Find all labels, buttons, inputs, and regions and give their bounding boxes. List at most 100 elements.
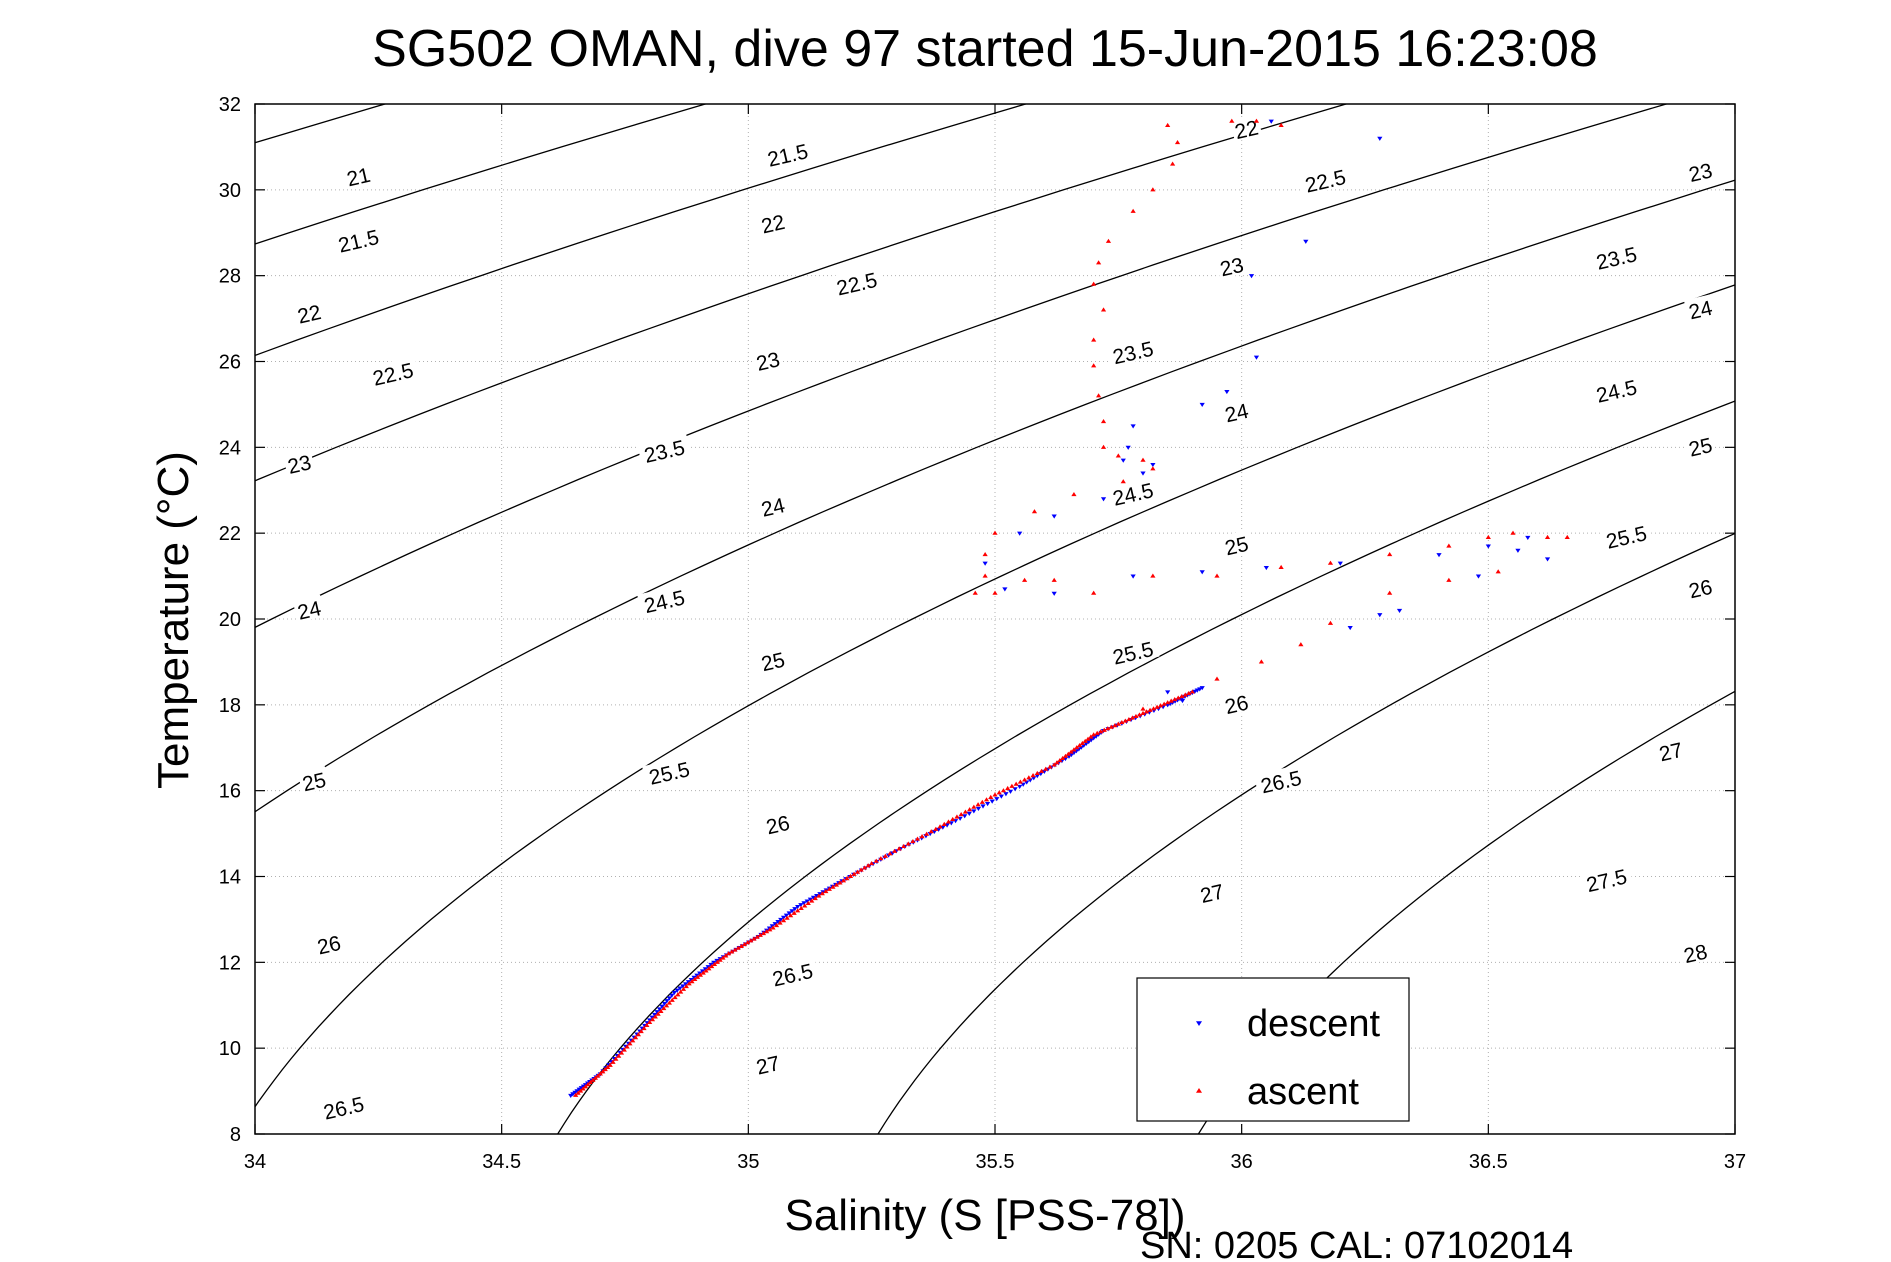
contour-label-background <box>751 1049 784 1078</box>
data-point-descent <box>1150 462 1156 468</box>
contour-label-background <box>760 137 815 170</box>
data-point-ascent <box>1129 715 1136 720</box>
data-point-ascent <box>1147 707 1153 712</box>
data-point-ascent <box>1327 560 1334 565</box>
data-point-descent <box>1436 553 1442 558</box>
data-point-ascent <box>575 1090 581 1095</box>
data-point-descent <box>705 965 711 970</box>
data-point-descent <box>1248 274 1255 279</box>
data-point-descent <box>708 962 714 968</box>
data-point-ascent <box>585 1082 591 1087</box>
contour-label: 24 <box>1687 297 1715 325</box>
data-point-ascent <box>748 938 754 943</box>
data-point-ascent <box>597 1071 603 1076</box>
data-point-ascent <box>624 1044 630 1049</box>
data-point-descent <box>1485 544 1491 549</box>
data-point-ascent <box>1133 713 1139 719</box>
data-point-ascent <box>962 809 968 814</box>
y-tick-label: 18 <box>219 695 241 717</box>
data-point-ascent <box>1214 573 1220 578</box>
data-point-ascent <box>1119 720 1125 725</box>
data-point-ascent <box>1091 732 1097 737</box>
data-point-ascent <box>819 891 825 896</box>
data-point-ascent <box>1068 749 1074 754</box>
data-point-ascent <box>967 807 973 812</box>
data-point-ascent <box>928 829 934 834</box>
data-point-ascent <box>1126 716 1132 722</box>
data-point-descent <box>1377 136 1383 141</box>
contour-label-background <box>1253 763 1308 797</box>
data-point-ascent <box>700 970 706 975</box>
contour-label-background <box>1298 163 1352 196</box>
contour-label: 26 <box>1687 576 1715 604</box>
contour-label-background <box>637 433 691 466</box>
data-point-ascent <box>1074 745 1080 750</box>
contour-label: 27 <box>754 1052 782 1080</box>
data-point-ascent <box>1154 704 1160 709</box>
contour-label-background <box>1683 294 1717 322</box>
data-point-descent <box>1038 771 1044 777</box>
x-tick-label: 34.5 <box>482 1151 521 1173</box>
data-point-ascent <box>1062 753 1069 758</box>
data-point-descent <box>1303 239 1309 244</box>
contour-label-background <box>1195 877 1228 906</box>
data-point-descent <box>1024 780 1030 785</box>
data-point-ascent <box>1031 509 1038 514</box>
data-point-descent <box>1396 608 1403 614</box>
contour-label-background <box>756 491 789 520</box>
contour-label: 27 <box>1198 880 1226 908</box>
legend-entries: descent ascent <box>1196 1003 1381 1113</box>
data-point-ascent <box>862 865 868 870</box>
x-tick-label: 36.5 <box>1469 1151 1508 1173</box>
data-point-ascent <box>992 792 998 797</box>
data-point-ascent <box>630 1038 636 1043</box>
legend-marker-descent <box>1196 1021 1202 1026</box>
contour-label-background <box>331 223 385 256</box>
data-point-ascent <box>1057 758 1063 763</box>
serial-calibration-text: SN: 0205 CAL: 07102014 <box>1140 1225 1573 1262</box>
contour-label-background <box>829 265 884 299</box>
contour-label-background <box>1105 476 1160 509</box>
data-point-ascent <box>1051 577 1057 582</box>
data-point-ascent <box>587 1079 594 1085</box>
contour-label-group: 24.5 <box>1105 476 1160 511</box>
contour-label-group: 24 <box>1683 294 1717 325</box>
density-contour-line <box>255 284 1735 1108</box>
y-tick-label: 14 <box>219 867 241 889</box>
contour-label-group: 27 <box>1195 877 1228 908</box>
contour-label-background <box>761 809 794 837</box>
data-point-ascent <box>979 799 985 804</box>
contour-label: 28 <box>1682 940 1710 968</box>
data-point-ascent <box>1327 620 1334 625</box>
data-point-ascent <box>600 1069 606 1074</box>
data-point-ascent <box>840 878 847 883</box>
data-point-ascent <box>910 838 916 844</box>
data-point-ascent <box>933 826 939 831</box>
data-point-ascent <box>1098 729 1104 734</box>
data-point-ascent <box>1038 768 1045 773</box>
data-point-ascent <box>826 886 832 891</box>
contour-label-background <box>1589 373 1643 406</box>
contour-label-group: 24 <box>756 491 789 522</box>
data-point-ascent <box>788 913 794 918</box>
data-point-ascent <box>972 590 978 595</box>
data-point-ascent <box>865 863 871 868</box>
data-point-ascent <box>592 1075 598 1080</box>
data-point-descent <box>694 973 700 978</box>
data-point-ascent <box>1054 760 1060 765</box>
data-point-descent <box>1002 587 1008 592</box>
data-point-ascent <box>638 1029 644 1034</box>
x-tick-label: 35.5 <box>976 1151 1015 1173</box>
contour-label-background <box>312 929 345 958</box>
data-point-ascent <box>878 856 884 861</box>
y-tick-label: 10 <box>219 1038 241 1060</box>
legend-entry-ascent: ascent <box>1196 1071 1359 1113</box>
data-point-ascent <box>1510 530 1516 535</box>
data-point-ascent <box>1082 738 1088 743</box>
data-point-ascent <box>844 876 850 881</box>
data-point-ascent <box>896 846 902 851</box>
data-point-descent <box>654 1010 660 1015</box>
contour-label: 26 <box>1223 691 1251 719</box>
data-point-ascent <box>1143 709 1150 714</box>
